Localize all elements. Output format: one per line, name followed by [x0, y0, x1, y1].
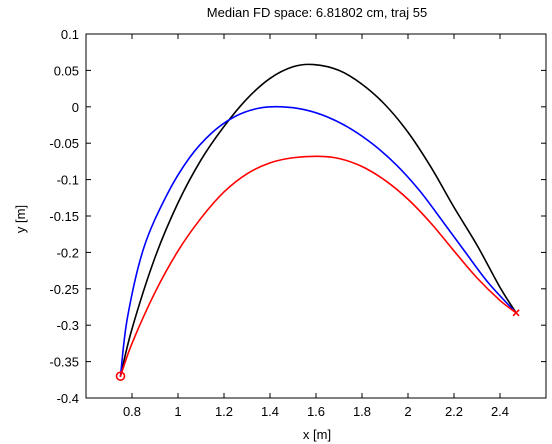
end-marker-stroke — [512, 309, 520, 317]
axes-box — [85, 33, 547, 399]
y-axis: -0.4 -0.35 -0.3 -0.25 -0.2 -0.15 -0.1 -0.05 0 0.0… — [49, 27, 546, 406]
chart-title: Median FD space: 6.81802 cm, traj 55 — [207, 5, 427, 20]
y-tick-label: -0.1 — [57, 173, 79, 188]
y-tick-label: 0.05 — [54, 63, 79, 78]
x-tick-label: 0.8 — [123, 404, 141, 419]
y-tick-label: 0.1 — [61, 27, 79, 42]
x-axis: 0.8 1 1.2 1.4 1.6 1.8 2 2.2 2.4 — [123, 34, 509, 419]
marker-layer — [115, 309, 520, 381]
x-tick-label: 1.2 — [215, 404, 233, 419]
series-line-black — [119, 63, 517, 377]
x-tick-label: 2.4 — [491, 404, 509, 419]
series-layer — [119, 63, 517, 377]
plot-area — [85, 33, 547, 399]
y-axis-title: y [m] — [13, 205, 28, 233]
start-marker — [115, 371, 126, 381]
y-tick-label: -0.3 — [57, 318, 79, 333]
series-line-blue — [119, 105, 517, 377]
y-tick-label: -0.25 — [49, 282, 79, 297]
series-line-red — [119, 155, 517, 377]
y-tick-label: 0 — [72, 100, 79, 115]
x-tick-label: 2 — [404, 404, 411, 419]
y-tick-label: -0.05 — [49, 136, 79, 151]
end-marker — [512, 309, 520, 317]
x-tick-label: 1.8 — [353, 404, 371, 419]
y-tick-label: -0.4 — [57, 391, 79, 406]
y-tick-label: -0.35 — [49, 355, 79, 370]
x-tick-label: 2.2 — [445, 404, 463, 419]
y-tick-label: -0.2 — [57, 245, 79, 260]
y-tick-label: -0.15 — [49, 209, 79, 224]
x-tick-label: 1 — [174, 404, 181, 419]
x-tick-label: 1.4 — [261, 404, 279, 419]
x-axis-title: x [m] — [303, 427, 331, 442]
x-tick-label: 1.6 — [307, 404, 325, 419]
